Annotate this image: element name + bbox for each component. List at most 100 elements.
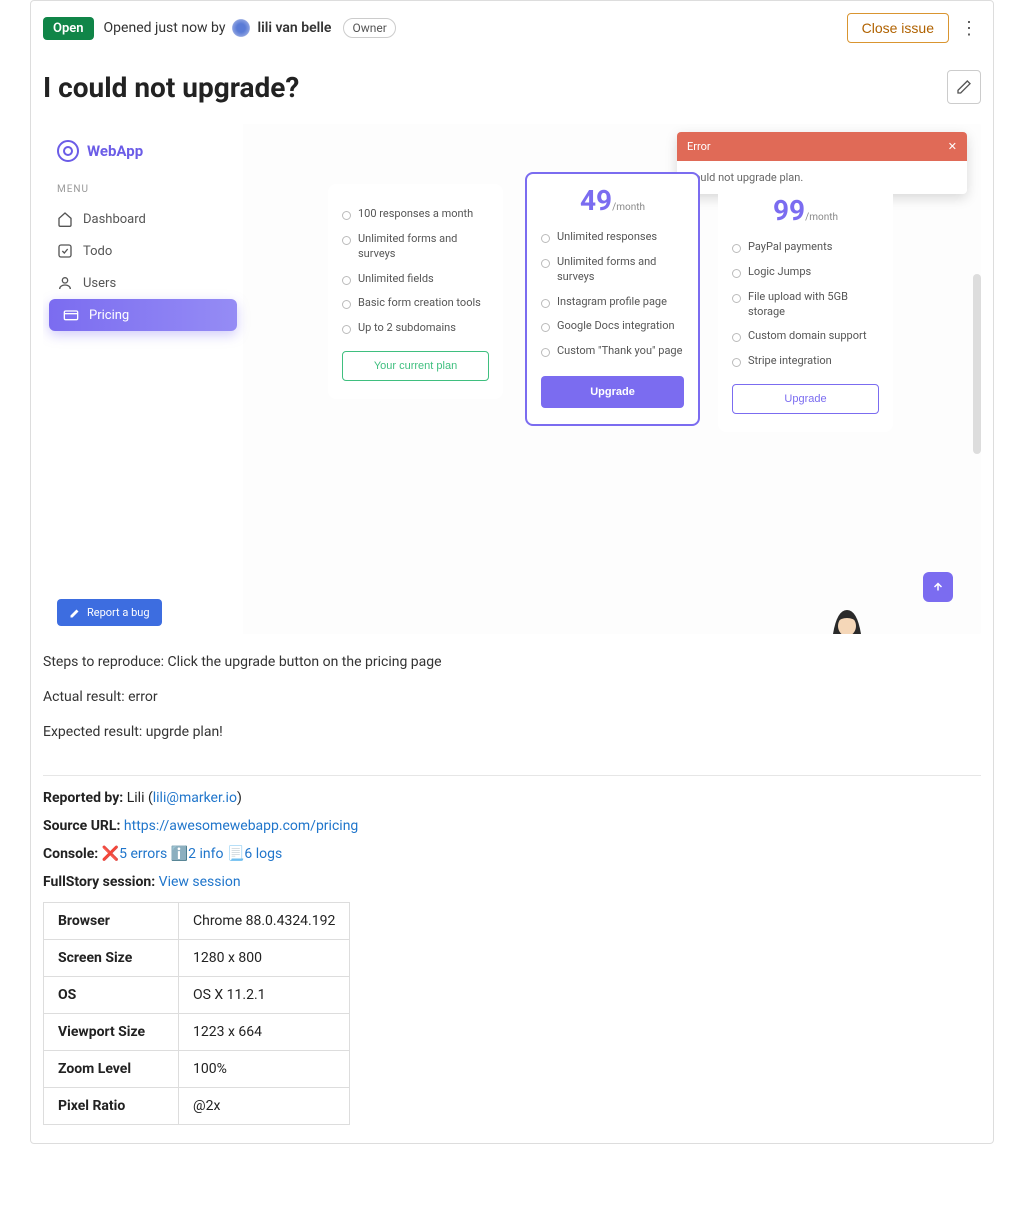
pencil-icon bbox=[69, 607, 81, 619]
table-row: OSOS X 11.2.1 bbox=[44, 977, 350, 1014]
env-value: Chrome 88.0.4324.192 bbox=[179, 903, 350, 940]
view-session-link[interactable]: View session bbox=[159, 874, 241, 890]
console-info-link[interactable]: 2 info bbox=[188, 846, 223, 862]
plan-pro: 49/month Unlimited responses Unlimited f… bbox=[525, 172, 700, 426]
actual-result: Actual result: error bbox=[43, 687, 981, 708]
fullstory-session: FullStory session: View session bbox=[43, 874, 981, 890]
source-url: Source URL: https://awesomewebapp.com/pr… bbox=[43, 818, 981, 834]
reported-by-close: ) bbox=[237, 790, 242, 806]
upgrade-button[interactable]: Upgrade bbox=[541, 376, 684, 408]
upgrade-button[interactable]: Upgrade bbox=[732, 384, 879, 414]
nav-users[interactable]: Users bbox=[43, 267, 243, 299]
app-name: WebApp bbox=[87, 142, 143, 160]
table-row: Pixel Ratio@2x bbox=[44, 1088, 350, 1125]
source-url-link[interactable]: https://awesomewebapp.com/pricing bbox=[124, 818, 358, 834]
close-issue-button[interactable]: Close issue bbox=[847, 13, 949, 43]
session-label: FullStory session: bbox=[43, 874, 155, 890]
feature: Unlimited responses bbox=[541, 225, 684, 250]
price: 99 bbox=[773, 194, 805, 227]
card-icon bbox=[63, 307, 79, 323]
feature: Unlimited forms and surveys bbox=[342, 227, 489, 267]
feature: Logic Jumps bbox=[732, 260, 879, 285]
owner-chip: Owner bbox=[343, 18, 395, 38]
log-icon: 📃 bbox=[227, 846, 244, 862]
check-icon bbox=[57, 243, 73, 259]
console-label: Console: bbox=[43, 846, 98, 862]
env-key: OS bbox=[44, 977, 179, 1014]
feature: Instagram profile page bbox=[541, 290, 684, 315]
reported-by-name: Lili ( bbox=[127, 790, 153, 806]
attached-screenshot: WebApp MENU Dashboard Todo Users Pricing bbox=[43, 124, 981, 634]
report-bug-label: Report a bug bbox=[87, 606, 150, 619]
report-bug-button[interactable]: Report a bug bbox=[57, 599, 162, 626]
feature: Custom "Thank you" page bbox=[541, 339, 684, 364]
nav-dashboard[interactable]: Dashboard bbox=[43, 203, 243, 235]
expected-result: Expected result: upgrde plan! bbox=[43, 722, 981, 743]
nav-todo[interactable]: Todo bbox=[43, 235, 243, 267]
table-row: Zoom Level100% bbox=[44, 1051, 350, 1088]
console-errors-link[interactable]: 5 errors bbox=[119, 846, 167, 862]
nav-label: Users bbox=[83, 276, 116, 291]
status-badge: Open bbox=[43, 17, 94, 40]
scrollbar[interactable] bbox=[973, 274, 981, 454]
env-value: @2x bbox=[179, 1088, 350, 1125]
scroll-top-fab[interactable] bbox=[923, 572, 953, 602]
current-plan-button: Your current plan bbox=[342, 351, 489, 381]
issue-title: I could not upgrade? bbox=[43, 71, 947, 104]
reported-by-label: Reported by: bbox=[43, 790, 123, 806]
env-key: Zoom Level bbox=[44, 1051, 179, 1088]
avatar-illustration bbox=[823, 604, 871, 634]
source-url-label: Source URL: bbox=[43, 818, 120, 834]
env-key: Viewport Size bbox=[44, 1014, 179, 1051]
plan-business: 99/month PayPal payments Logic Jumps Fil… bbox=[718, 184, 893, 432]
console-summary: Console: ❌5 errors ℹ️2 info 📃6 logs bbox=[43, 846, 981, 862]
reported-by: Reported by: Lili (lili@marker.io) bbox=[43, 790, 981, 806]
edit-title-button[interactable] bbox=[947, 70, 981, 104]
opened-by: Opened just now by lili van belle Owner bbox=[104, 18, 396, 38]
author-avatar-icon bbox=[231, 18, 251, 38]
nav-label: Pricing bbox=[89, 308, 129, 323]
feature: File upload with 5GB storage bbox=[732, 285, 879, 325]
app-sidebar: WebApp MENU Dashboard Todo Users Pricing bbox=[43, 124, 243, 634]
env-value: 100% bbox=[179, 1051, 350, 1088]
user-icon bbox=[57, 275, 73, 291]
feature: Unlimited fields bbox=[342, 267, 489, 292]
env-value: 1223 x 664 bbox=[179, 1014, 350, 1051]
more-menu-icon[interactable]: ⋮ bbox=[957, 18, 981, 39]
cross-icon: ❌ bbox=[102, 846, 119, 862]
issue-header: Open Opened just now by lili van belle O… bbox=[31, 1, 993, 56]
feature-list: 100 responses a month Unlimited forms an… bbox=[342, 202, 489, 341]
console-logs-link[interactable]: 6 logs bbox=[244, 846, 282, 862]
price-period: /month bbox=[612, 202, 645, 213]
reporter-email-link[interactable]: lili@marker.io bbox=[153, 790, 237, 806]
nav-label: Todo bbox=[83, 244, 112, 259]
feature: Basic form creation tools bbox=[342, 291, 489, 316]
feature: 100 responses a month bbox=[342, 202, 489, 227]
logo-icon bbox=[57, 140, 79, 162]
feature: PayPal payments bbox=[732, 235, 879, 260]
steps-to-reproduce: Steps to reproduce: Click the upgrade bu… bbox=[43, 652, 981, 673]
issue-metadata: Reported by: Lili (lili@marker.io) Sourc… bbox=[31, 790, 993, 890]
feature: Google Docs integration bbox=[541, 314, 684, 339]
feature: Custom domain support bbox=[732, 324, 879, 349]
feature: Unlimited forms and surveys bbox=[541, 250, 684, 290]
menu-section-label: MENU bbox=[43, 176, 243, 203]
feature-list: Unlimited responses Unlimited forms and … bbox=[541, 225, 684, 364]
divider bbox=[43, 775, 981, 776]
arrow-up-icon bbox=[932, 581, 944, 593]
app-logo: WebApp bbox=[43, 134, 243, 176]
plan-basic: 100 responses a month Unlimited forms an… bbox=[328, 184, 503, 399]
home-icon bbox=[57, 211, 73, 227]
pencil-icon bbox=[956, 79, 972, 95]
env-key: Screen Size bbox=[44, 940, 179, 977]
opened-text: Opened just now by bbox=[104, 20, 226, 36]
feature: Stripe integration bbox=[732, 349, 879, 374]
feature-list: PayPal payments Logic Jumps File upload … bbox=[732, 235, 879, 374]
close-icon[interactable]: ✕ bbox=[948, 140, 957, 153]
author-name[interactable]: lili van belle bbox=[257, 20, 331, 36]
table-row: Screen Size1280 x 800 bbox=[44, 940, 350, 977]
table-row: Viewport Size1223 x 664 bbox=[44, 1014, 350, 1051]
nav-label: Dashboard bbox=[83, 212, 146, 227]
env-value: 1280 x 800 bbox=[179, 940, 350, 977]
nav-pricing[interactable]: Pricing bbox=[49, 299, 237, 331]
